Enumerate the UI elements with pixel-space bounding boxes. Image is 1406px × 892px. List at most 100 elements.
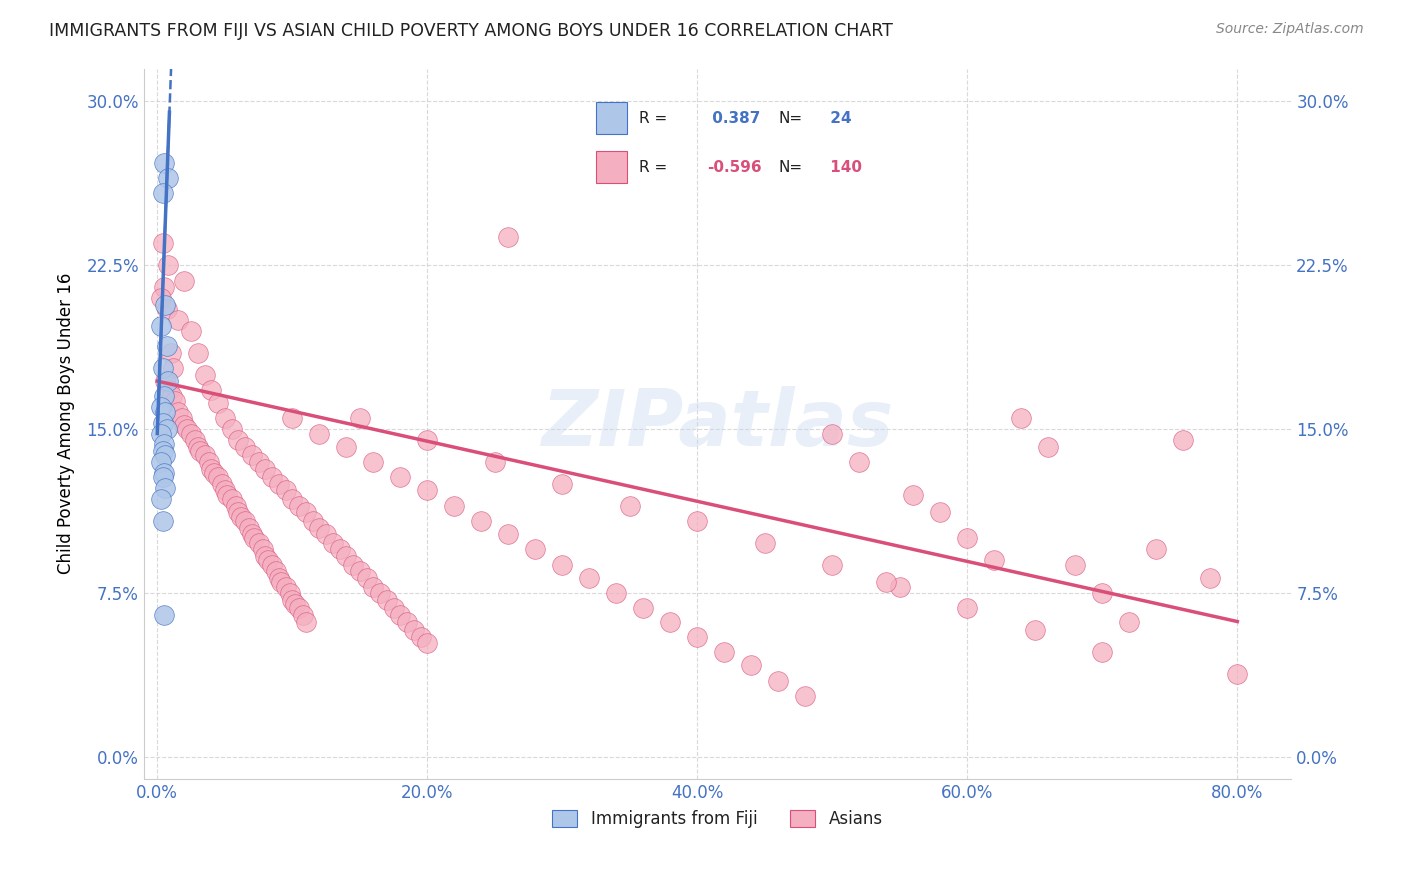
Point <box>375 592 398 607</box>
Point <box>875 575 897 590</box>
Point <box>1199 571 1222 585</box>
Point <box>633 601 655 615</box>
Point <box>288 601 311 615</box>
Point <box>156 301 179 316</box>
Point <box>156 339 179 353</box>
Point <box>254 549 277 563</box>
Point <box>260 558 283 572</box>
Point <box>254 461 277 475</box>
Point <box>315 527 337 541</box>
Point <box>416 483 439 498</box>
Point <box>956 601 979 615</box>
Point <box>159 383 181 397</box>
Point <box>308 520 330 534</box>
Point <box>260 470 283 484</box>
Point <box>152 444 174 458</box>
Point <box>335 440 357 454</box>
Point <box>221 492 243 507</box>
Point <box>157 374 180 388</box>
FancyBboxPatch shape <box>596 152 627 184</box>
Point <box>389 607 412 622</box>
Point <box>281 411 304 425</box>
Point <box>1226 667 1249 681</box>
Point <box>382 601 405 615</box>
Point <box>713 645 735 659</box>
Point <box>225 499 247 513</box>
Point <box>956 532 979 546</box>
Point <box>983 553 1005 567</box>
Point <box>170 411 193 425</box>
Point <box>443 499 465 513</box>
Point <box>157 258 180 272</box>
Point <box>270 575 292 590</box>
Point <box>233 440 256 454</box>
Point <box>240 449 263 463</box>
Point <box>163 393 186 408</box>
Point <box>252 542 274 557</box>
Text: 24: 24 <box>825 111 852 126</box>
Point <box>166 313 188 327</box>
Point <box>200 461 222 475</box>
Point <box>155 374 177 388</box>
Point <box>184 433 207 447</box>
Point <box>1144 542 1167 557</box>
Point <box>229 509 252 524</box>
Point <box>152 236 174 251</box>
Point <box>794 689 817 703</box>
Point <box>335 549 357 563</box>
Point <box>294 615 316 629</box>
Point <box>221 422 243 436</box>
Point <box>202 466 225 480</box>
Point <box>190 444 212 458</box>
Text: IMMIGRANTS FROM FIJI VS ASIAN CHILD POVERTY AMONG BOYS UNDER 16 CORRELATION CHAR: IMMIGRANTS FROM FIJI VS ASIAN CHILD POVE… <box>49 22 893 40</box>
Legend: Immigrants from Fiji, Asians: Immigrants from Fiji, Asians <box>546 803 890 835</box>
Point <box>150 426 173 441</box>
Text: 0.387: 0.387 <box>707 111 761 126</box>
Point <box>361 455 384 469</box>
Point <box>686 630 709 644</box>
Point <box>1091 645 1114 659</box>
Text: N=: N= <box>779 111 803 126</box>
Point <box>153 607 176 622</box>
Point <box>848 455 870 469</box>
Point <box>1038 440 1060 454</box>
Point <box>292 607 315 622</box>
Point <box>214 411 236 425</box>
Point <box>389 470 412 484</box>
Point <box>361 580 384 594</box>
Point <box>416 636 439 650</box>
Point <box>150 401 173 415</box>
Point <box>155 405 177 419</box>
Point <box>686 514 709 528</box>
Point <box>274 483 297 498</box>
Point <box>173 274 195 288</box>
Point <box>173 417 195 432</box>
Point <box>396 615 419 629</box>
Point <box>356 571 378 585</box>
Point <box>150 492 173 507</box>
Point <box>308 426 330 441</box>
Point <box>207 470 229 484</box>
Point <box>267 476 290 491</box>
Point <box>193 449 215 463</box>
Point <box>153 155 176 169</box>
Point <box>152 186 174 200</box>
Point <box>524 542 547 557</box>
Point <box>193 368 215 382</box>
Point <box>349 411 371 425</box>
Point <box>1091 586 1114 600</box>
Point <box>153 280 176 294</box>
Point <box>1010 411 1032 425</box>
Point <box>409 630 432 644</box>
Point <box>233 514 256 528</box>
Y-axis label: Child Poverty Among Boys Under 16: Child Poverty Among Boys Under 16 <box>58 273 75 574</box>
Point <box>159 345 181 359</box>
Point <box>1118 615 1140 629</box>
Point <box>889 580 911 594</box>
Point <box>180 426 202 441</box>
Point <box>740 658 762 673</box>
Point <box>197 455 219 469</box>
Text: R =: R = <box>640 160 668 175</box>
Point <box>322 536 344 550</box>
Point <box>150 455 173 469</box>
